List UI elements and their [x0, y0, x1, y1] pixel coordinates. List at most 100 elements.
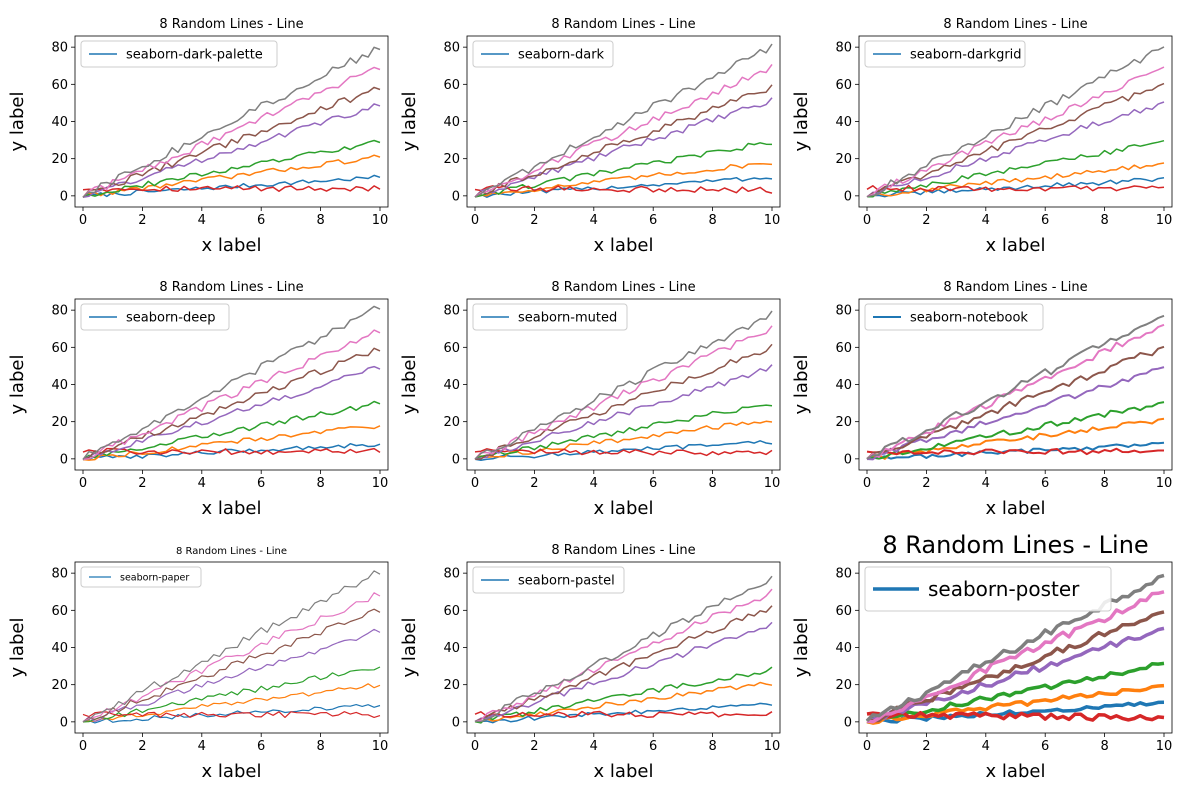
y-axis-label: y label	[791, 355, 812, 415]
y-axis-label: y label	[7, 618, 28, 678]
series-line-1	[474, 702, 773, 724]
x-tick-label: 6	[1041, 476, 1049, 491]
subplot-seaborn-poster: 8 Random Lines - Line 0 2 4 6 8 10 0 20 40 60 80 x l…	[791, 531, 1173, 782]
legend-label: seaborn-notebook	[910, 311, 1028, 326]
subplot-seaborn-deep: 8 Random Lines - Line 0 2 4 6 8 10 0 20 40 60 80 x l…	[7, 280, 389, 519]
legend-box	[472, 303, 628, 331]
x-tick-label: 0	[79, 739, 87, 754]
y-tick-label: 0	[452, 715, 460, 730]
series-line-2	[866, 417, 1165, 461]
x-tick-label: 0	[79, 213, 87, 228]
series-line-4	[866, 447, 1164, 456]
x-tick-label: 0	[863, 213, 871, 228]
series-line-7	[82, 66, 381, 198]
series-line-4	[474, 710, 773, 719]
subplot-seaborn-paper: 8 Random Lines - Line 0 2 4 6 8 10 0 20 40 60 80 x l…	[7, 546, 389, 782]
legend-box	[864, 40, 1026, 68]
x-tick-label: 6	[1041, 213, 1049, 228]
series-line-8	[865, 573, 1165, 723]
x-tick-label: 8	[316, 476, 324, 491]
series-line-5	[82, 365, 381, 461]
x-tick-label: 6	[649, 739, 657, 754]
subplot-title: 8 Random Lines - Line	[551, 280, 695, 295]
series-line-4	[82, 185, 381, 193]
subplot-title: 8 Random Lines - Line	[882, 531, 1148, 559]
x-tick-label: 4	[590, 739, 598, 754]
y-tick-label: 0	[452, 452, 460, 467]
y-tick-label: 60	[835, 604, 852, 619]
x-tick-label: 2	[138, 476, 146, 491]
series-line-8	[866, 314, 1165, 460]
x-axis-label: x label	[986, 498, 1046, 519]
x-tick-label: 6	[257, 476, 265, 491]
series-line-8	[474, 310, 773, 460]
x-tick-label: 6	[649, 213, 657, 228]
series-line-8	[82, 305, 381, 460]
x-tick-label: 2	[530, 476, 538, 491]
y-tick-label: 80	[51, 567, 68, 582]
x-tick-label: 4	[198, 213, 206, 228]
x-axis-label: x label	[594, 235, 654, 256]
y-tick-label: 0	[60, 189, 68, 204]
x-tick-label: 2	[138, 739, 146, 754]
series-line-8	[474, 43, 773, 198]
series-line-2	[474, 681, 773, 723]
y-axis-label: y label	[399, 618, 420, 678]
series-line-6	[866, 82, 1165, 198]
x-tick-label: 8	[1100, 739, 1108, 754]
legend-box	[80, 566, 202, 588]
y-tick-label: 80	[835, 41, 852, 56]
series-line-5	[866, 101, 1165, 198]
series-line-2	[82, 154, 381, 198]
series-line-4	[82, 447, 381, 456]
x-axis-label: x label	[594, 498, 654, 519]
y-tick-label: 20	[443, 152, 460, 167]
x-axis-label: x label	[986, 235, 1046, 256]
legend-label: seaborn-dark-palette	[126, 48, 263, 63]
series-line-6	[474, 84, 773, 198]
series-line-8	[82, 570, 381, 722]
x-tick-label: 10	[1156, 739, 1173, 754]
x-tick-label: 8	[1100, 476, 1108, 491]
y-tick-label: 20	[835, 415, 852, 430]
x-tick-label: 2	[530, 739, 538, 754]
series-line-7	[82, 329, 381, 461]
subplot-title: 8 Random Lines - Line	[176, 546, 287, 557]
y-tick-label: 0	[844, 715, 852, 730]
series-line-4	[82, 711, 381, 719]
subplot-title: 8 Random Lines - Line	[159, 280, 303, 295]
series-line-1	[82, 442, 381, 461]
y-tick-label: 40	[443, 641, 460, 656]
series-line-6	[82, 608, 381, 723]
series-line-5	[82, 103, 381, 199]
x-tick-label: 8	[708, 476, 716, 491]
series-line-5	[474, 621, 773, 723]
x-axis-label: x label	[202, 761, 262, 782]
x-axis-label: x label	[986, 761, 1046, 782]
series-line-3	[474, 666, 773, 724]
x-tick-label: 2	[138, 213, 146, 228]
subplot-seaborn-pastel: 8 Random Lines - Line 0 2 4 6 8 10 0 20 40 60 80 x l…	[399, 543, 781, 782]
x-tick-label: 0	[863, 476, 871, 491]
x-tick-label: 10	[372, 213, 389, 228]
x-tick-label: 2	[922, 213, 930, 228]
series-line-3	[866, 661, 1165, 724]
y-tick-label: 80	[443, 41, 460, 56]
subplot-seaborn-dark-palette: 8 Random Lines - Line 0 2 4 6 8 10 0 20 40 60 80 x l…	[7, 17, 389, 256]
subplot-seaborn-dark: 8 Random Lines - Line 0 2 4 6 8 10 0 20 40 60 80 x l…	[399, 17, 781, 256]
series-line-5	[474, 364, 773, 461]
x-tick-label: 0	[471, 739, 479, 754]
y-tick-label: 40	[443, 378, 460, 393]
x-tick-label: 10	[764, 213, 781, 228]
y-tick-label: 60	[51, 341, 68, 356]
x-tick-label: 4	[982, 476, 990, 491]
subplot-seaborn-darkgrid: 8 Random Lines - Line 0 2 4 6 8 10 0 20 40 60 80 x l…	[791, 17, 1173, 256]
y-tick-label: 80	[835, 567, 852, 582]
y-tick-label: 60	[443, 604, 460, 619]
legend-label: seaborn-muted	[518, 311, 617, 326]
series-line-7	[866, 323, 1165, 460]
y-tick-label: 20	[51, 678, 68, 693]
series-line-3	[82, 400, 381, 461]
series-line-5	[82, 628, 381, 723]
